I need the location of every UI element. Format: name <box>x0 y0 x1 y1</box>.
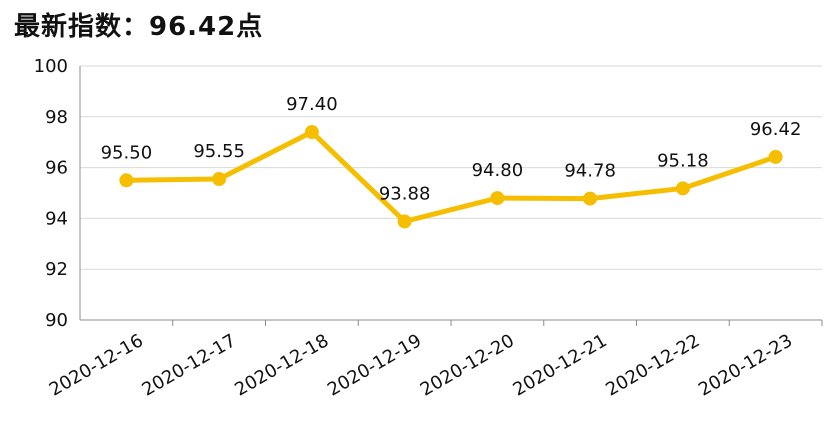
data-label: 94.78 <box>564 161 616 182</box>
data-point <box>490 191 505 206</box>
data-point <box>583 191 598 206</box>
data-point <box>304 125 319 140</box>
data-label: 95.18 <box>657 150 709 171</box>
y-tick-label: 92 <box>45 259 68 280</box>
data-point <box>768 149 783 164</box>
data-labels: 95.50 95.55 97.40 93.88 94.80 94.78 95.18 96.42 <box>101 94 802 204</box>
x-tick-label: 2020-12-19 <box>324 330 425 400</box>
data-point <box>212 172 227 187</box>
gridlines <box>80 65 822 270</box>
x-tick-label: 2020-12-22 <box>602 330 703 400</box>
chart-title: 最新指数：96.42点 <box>14 12 264 42</box>
data-point <box>119 173 134 188</box>
y-tick-label: 94 <box>45 208 68 229</box>
y-tick-label: 100 <box>34 56 68 77</box>
y-tick-label: 96 <box>45 158 68 179</box>
series-line-path <box>123 129 779 224</box>
x-tick-label: 2020-12-21 <box>510 330 611 400</box>
y-tick-label: 98 <box>45 107 68 128</box>
data-label: 95.50 <box>101 142 153 163</box>
y-axis-ticks: 90 92 94 96 98 100 <box>34 56 68 331</box>
x-tick-label: 2020-12-16 <box>46 330 147 400</box>
data-label: 95.55 <box>193 141 245 162</box>
data-label: 94.80 <box>472 160 524 181</box>
x-tick-label: 2020-12-23 <box>695 330 796 400</box>
data-label: 97.40 <box>286 94 338 115</box>
axes <box>79 66 823 326</box>
x-tick-label: 2020-12-20 <box>417 330 518 400</box>
series-line <box>123 129 779 224</box>
x-tick-label: 2020-12-18 <box>231 330 332 400</box>
x-tick-label: 2020-12-17 <box>139 330 240 400</box>
data-point <box>397 214 412 229</box>
data-points <box>119 125 783 229</box>
data-label: 96.42 <box>750 119 802 140</box>
data-label: 93.88 <box>379 183 431 204</box>
y-tick-label: 90 <box>45 310 68 331</box>
data-point <box>675 181 690 196</box>
x-axis-ticks: 2020-12-162020-12-172020-12-182020-12-19… <box>46 330 796 400</box>
